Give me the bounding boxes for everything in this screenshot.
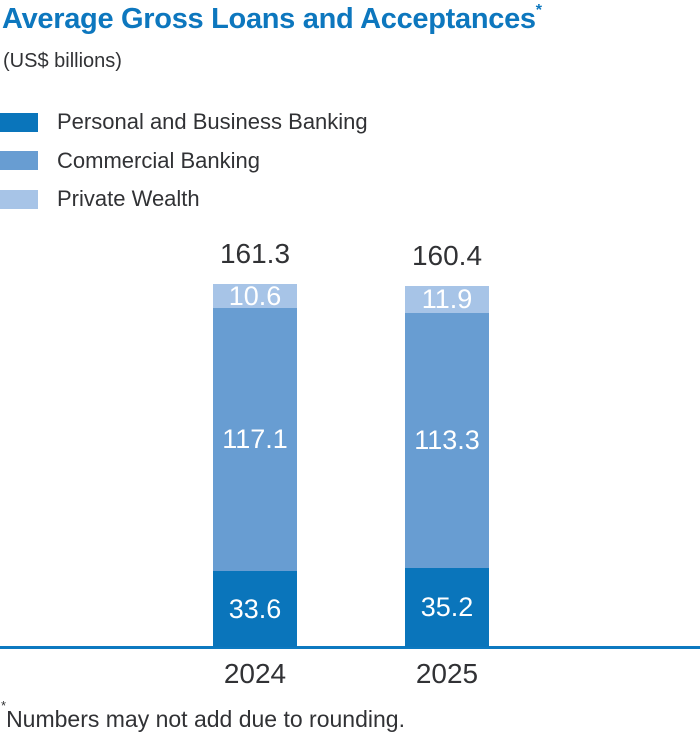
x-axis-category-label: 2024 — [223, 658, 287, 689]
x-axis-line — [0, 646, 700, 649]
bar-total-label: 160.4 — [411, 240, 483, 272]
legend-item-personal-and-business-banking: Personal and Business Banking — [0, 103, 368, 142]
segment-value-label: 10.6 — [228, 280, 282, 311]
bar-2025: 11.9 113.3 35.2 — [405, 286, 489, 647]
legend-item-commercial-banking: Commercial Banking — [0, 142, 368, 181]
chart-units-label: (US$ billions) — [3, 50, 122, 72]
legend-label: Personal and Business Banking — [57, 109, 368, 135]
legend-label: Private Wealth — [57, 186, 200, 212]
bar-segment-commercial-banking: 113.3 — [405, 312, 489, 568]
footnote: *Numbers may not add due to rounding. — [1, 698, 405, 733]
bar-total-label: 161.3 — [219, 238, 291, 270]
bar-segment-personal-and-business-banking: 35.2 — [405, 567, 489, 647]
legend-swatch-personal-and-business-banking — [0, 112, 38, 132]
bar-segment-commercial-banking: 117.1 — [213, 307, 297, 572]
segment-value-label: 35.2 — [420, 592, 474, 623]
legend: Personal and Business Banking Commercial … — [0, 103, 368, 219]
segment-value-label: 33.6 — [228, 594, 282, 625]
chart-title: Average Gross Loans and Acceptances* — [2, 2, 542, 36]
footnote-marker: * — [1, 698, 7, 714]
legend-swatch-commercial-banking — [0, 151, 38, 171]
bar-segment-private-wealth: 11.9 — [405, 286, 489, 313]
chart-title-text: Average Gross Loans and Acceptances — [2, 3, 536, 35]
bar-2024: 10.6 117.1 33.6 — [213, 280, 297, 647]
legend-swatch-private-wealth — [0, 189, 38, 209]
segment-value-label: 113.3 — [414, 425, 480, 456]
x-axis-category-label: 2025 — [415, 658, 479, 689]
bar-segment-private-wealth: 10.6 — [213, 280, 297, 311]
segment-value-label: 117.1 — [222, 424, 288, 455]
legend-label: Commercial Banking — [57, 147, 260, 173]
segment-value-label: 11.9 — [421, 284, 473, 315]
legend-item-private-wealth: Private Wealth — [0, 180, 368, 219]
footnote-text: Numbers may not add due to rounding. — [6, 706, 405, 732]
title-footnote-marker: * — [535, 2, 542, 20]
bar-segment-personal-and-business-banking: 33.6 — [213, 571, 297, 647]
